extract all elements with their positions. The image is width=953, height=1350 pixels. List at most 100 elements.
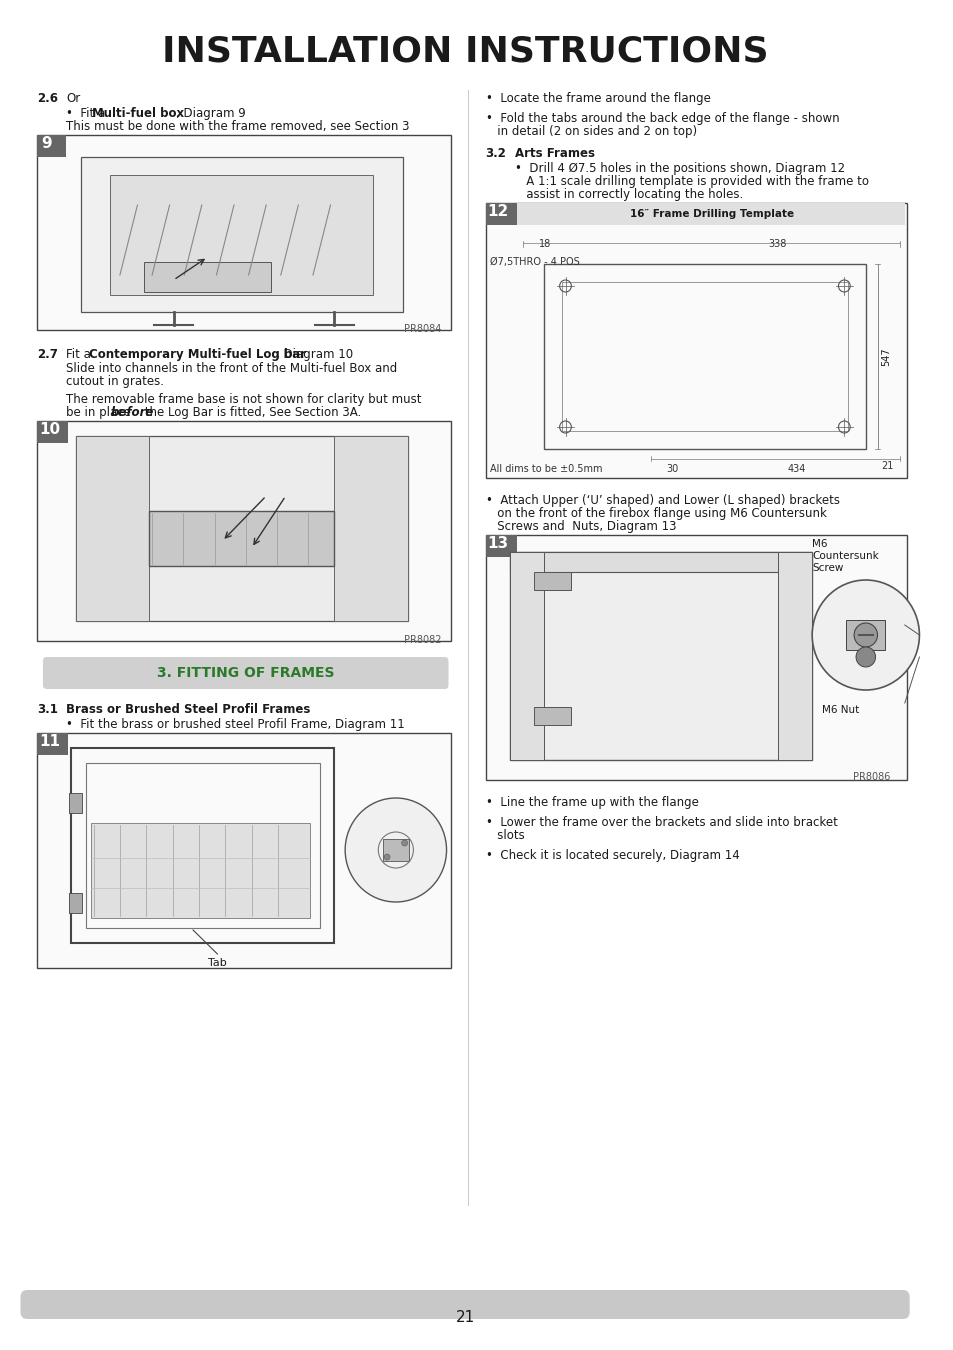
Text: •  Fit a: • Fit a: [66, 107, 110, 120]
Text: 3. FITTING OF FRAMES: 3. FITTING OF FRAMES: [157, 666, 335, 680]
Text: Slide into channels in the front of the Multi-fuel Box and: Slide into channels in the front of the …: [66, 362, 397, 375]
Text: 338: 338: [767, 239, 786, 248]
Text: •  Lower the frame over the brackets and slide into bracket: • Lower the frame over the brackets and …: [485, 815, 837, 829]
Bar: [510, 552, 811, 572]
Bar: [37, 421, 451, 641]
Text: Or: Or: [66, 92, 80, 105]
Text: be in place: be in place: [66, 406, 134, 418]
Text: the Log Bar is fitted, See Section 3A.: the Log Bar is fitted, See Section 3A.: [141, 406, 361, 418]
Text: PR8086: PR8086: [852, 772, 889, 782]
Bar: [335, 436, 407, 621]
Bar: [37, 733, 69, 755]
Text: Fit a: Fit a: [66, 348, 95, 360]
Text: 18: 18: [538, 239, 551, 248]
Text: , Diagram 9: , Diagram 9: [175, 107, 245, 120]
Bar: [37, 733, 451, 968]
Text: 13: 13: [487, 536, 508, 551]
Text: M6 Nut: M6 Nut: [821, 705, 859, 716]
Bar: [510, 552, 543, 760]
Bar: [70, 892, 82, 913]
Text: 11: 11: [39, 734, 60, 749]
Bar: [37, 135, 66, 157]
Bar: [37, 421, 69, 443]
Bar: [845, 620, 884, 649]
Text: A 1:1 scale drilling template is provided with the frame to: A 1:1 scale drilling template is provide…: [515, 176, 868, 188]
Text: 547: 547: [881, 347, 890, 366]
Text: Arts Frames: Arts Frames: [515, 147, 594, 161]
Text: 434: 434: [787, 464, 805, 474]
Text: Screw: Screw: [811, 563, 842, 572]
Bar: [534, 572, 571, 590]
Bar: [81, 157, 402, 312]
Text: 2.6: 2.6: [37, 92, 58, 105]
Bar: [778, 552, 811, 760]
Bar: [517, 202, 903, 225]
Text: cutout in grates.: cutout in grates.: [66, 375, 164, 387]
Text: The removable frame base is not shown for clarity but must: The removable frame base is not shown fo…: [66, 393, 421, 406]
Text: assist in correctly locating the holes.: assist in correctly locating the holes.: [515, 188, 742, 201]
Text: Ø7,5THRO - 4 POS: Ø7,5THRO - 4 POS: [490, 256, 579, 267]
Text: Tab: Tab: [208, 958, 227, 968]
Text: This must be done with the frame removed, see Section 3: This must be done with the frame removed…: [66, 120, 410, 134]
Text: Screws and  Nuts, Diagram 13: Screws and Nuts, Diagram 13: [485, 520, 676, 533]
Text: Brass or Brushed Steel Profil Frames: Brass or Brushed Steel Profil Frames: [66, 703, 311, 716]
Text: 16″ Frame Drilling Template: 16″ Frame Drilling Template: [629, 209, 793, 219]
Bar: [76, 436, 407, 621]
Text: 10: 10: [39, 423, 60, 437]
FancyBboxPatch shape: [43, 657, 448, 688]
Bar: [70, 792, 82, 813]
Text: M6: M6: [811, 539, 827, 549]
Text: 3.2: 3.2: [485, 147, 506, 161]
Bar: [149, 512, 335, 566]
Text: Contemporary Multi-fuel Log bar: Contemporary Multi-fuel Log bar: [89, 348, 306, 360]
Text: 30: 30: [665, 464, 678, 474]
Bar: [110, 176, 373, 296]
Text: 12: 12: [487, 204, 508, 219]
Bar: [561, 282, 847, 431]
Text: 21: 21: [455, 1310, 475, 1324]
Text: •  Attach Upper (‘U’ shaped) and Lower (L shaped) brackets: • Attach Upper (‘U’ shaped) and Lower (L…: [485, 494, 839, 508]
Text: slots: slots: [485, 829, 524, 842]
FancyBboxPatch shape: [20, 1291, 909, 1319]
Text: Multi-fuel box: Multi-fuel box: [91, 107, 184, 120]
Circle shape: [855, 647, 875, 667]
Text: 2.7: 2.7: [37, 348, 58, 360]
Text: •  Drill 4 Ø7.5 holes in the positions shown, Diagram 12: • Drill 4 Ø7.5 holes in the positions sh…: [515, 162, 844, 176]
Circle shape: [384, 855, 390, 860]
Text: 3.1: 3.1: [37, 703, 58, 716]
Bar: [76, 436, 149, 621]
Bar: [485, 202, 905, 478]
Text: before: before: [110, 406, 153, 418]
Text: PR8082: PR8082: [404, 634, 441, 645]
Circle shape: [401, 840, 407, 846]
Bar: [485, 535, 905, 780]
Text: •  Fit the brass or brushed steel Profil Frame, Diagram 11: • Fit the brass or brushed steel Profil …: [66, 718, 405, 730]
Circle shape: [853, 622, 877, 647]
Text: •  Line the frame up with the flange: • Line the frame up with the flange: [485, 796, 698, 809]
Text: on the front of the firebox flange using M6 Countersunk: on the front of the firebox flange using…: [485, 508, 825, 520]
Bar: [144, 262, 271, 292]
Text: •  Fold the tabs around the back edge of the flange - shown: • Fold the tabs around the back edge of …: [485, 112, 839, 126]
Text: 21: 21: [881, 460, 893, 471]
Text: All dims to be ±0.5mm: All dims to be ±0.5mm: [490, 464, 602, 474]
Text: •  Check it is located securely, Diagram 14: • Check it is located securely, Diagram …: [485, 849, 739, 863]
Text: PR8084: PR8084: [404, 324, 441, 333]
Text: Countersunk: Countersunk: [811, 551, 878, 562]
Text: , Diagram 10: , Diagram 10: [275, 348, 353, 360]
Bar: [71, 748, 335, 944]
Bar: [485, 202, 517, 225]
Text: in detail (2 on sides and 2 on top): in detail (2 on sides and 2 on top): [485, 126, 696, 138]
Circle shape: [345, 798, 446, 902]
Bar: [543, 265, 865, 450]
Bar: [86, 763, 319, 927]
Text: INSTALLATION INSTRUCTIONS: INSTALLATION INSTRUCTIONS: [162, 35, 767, 69]
Bar: [510, 552, 811, 760]
Bar: [37, 135, 451, 329]
Text: •  Locate the frame around the flange: • Locate the frame around the flange: [485, 92, 710, 105]
Bar: [485, 535, 517, 558]
Bar: [91, 824, 310, 918]
Bar: [383, 838, 408, 861]
Circle shape: [811, 580, 919, 690]
Bar: [534, 707, 571, 725]
Text: 9: 9: [41, 136, 51, 151]
